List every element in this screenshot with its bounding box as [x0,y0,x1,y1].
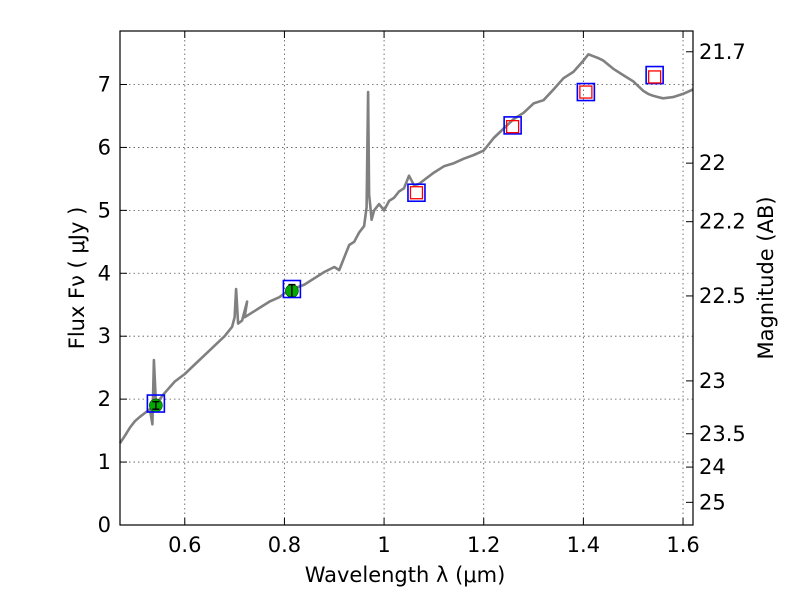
y-axis: 0 1 2 3 4 5 6 7 [98,72,127,537]
model-photometry-box [146,394,166,413]
model-photometry-box [282,279,302,299]
x-tick-label: 0.6 [168,533,201,557]
right-tick-label: 24 [699,455,726,479]
y-tick-label: 2 [98,387,111,411]
y-tick-label: 0 [98,513,111,537]
right-tick-label: 23.5 [699,422,746,446]
y-tick-label: 1 [98,450,111,474]
grid [120,31,693,526]
x-tick-label: 1.4 [567,533,600,557]
y-tick-label: 6 [98,135,111,159]
x-tick-label: 1.6 [666,533,699,557]
plot-frame [119,30,694,526]
x-tick-label: 1 [377,533,390,557]
y-tick-label: 7 [98,72,111,96]
right-tick-label: 25 [699,490,726,514]
x-tick-label: 0.8 [268,533,301,557]
y-axis-title: Flux Fν ( μJy ) [65,207,89,350]
synthetic-photometry-box [579,85,593,99]
right-tick-label: 23 [699,369,726,393]
right-axis-title: Magnitude (AB) [754,196,778,359]
x-axis-title: Wavelength λ (μm) [305,563,506,587]
x-axis: 0.6 0.8 1 1.2 1.4 1.6 [168,31,700,557]
synthetic-photometry-box [647,70,662,84]
synthetic-photometry-box [505,120,520,134]
y-tick-label: 5 [98,198,111,222]
right-tick-label: 22 [699,151,726,175]
series-line [118,52,694,444]
markers-layer [146,65,664,413]
right-tick-label: 22.2 [699,210,746,234]
right-tick-label: 21.7 [699,40,746,64]
right-tick-label: 22.5 [699,284,746,308]
model-photometry-box [407,183,426,203]
model-photometry-box [576,82,596,102]
series-layer [118,52,694,444]
synthetic-photometry-box [409,186,424,200]
model-photometry-box [503,116,522,135]
y-tick-label: 4 [98,261,111,285]
x-tick-label: 1.2 [467,533,500,557]
right-axis: 21.7 22 22.2 22.5 23 23.5 24 25 [686,40,746,514]
y-tick-label: 3 [98,324,111,348]
